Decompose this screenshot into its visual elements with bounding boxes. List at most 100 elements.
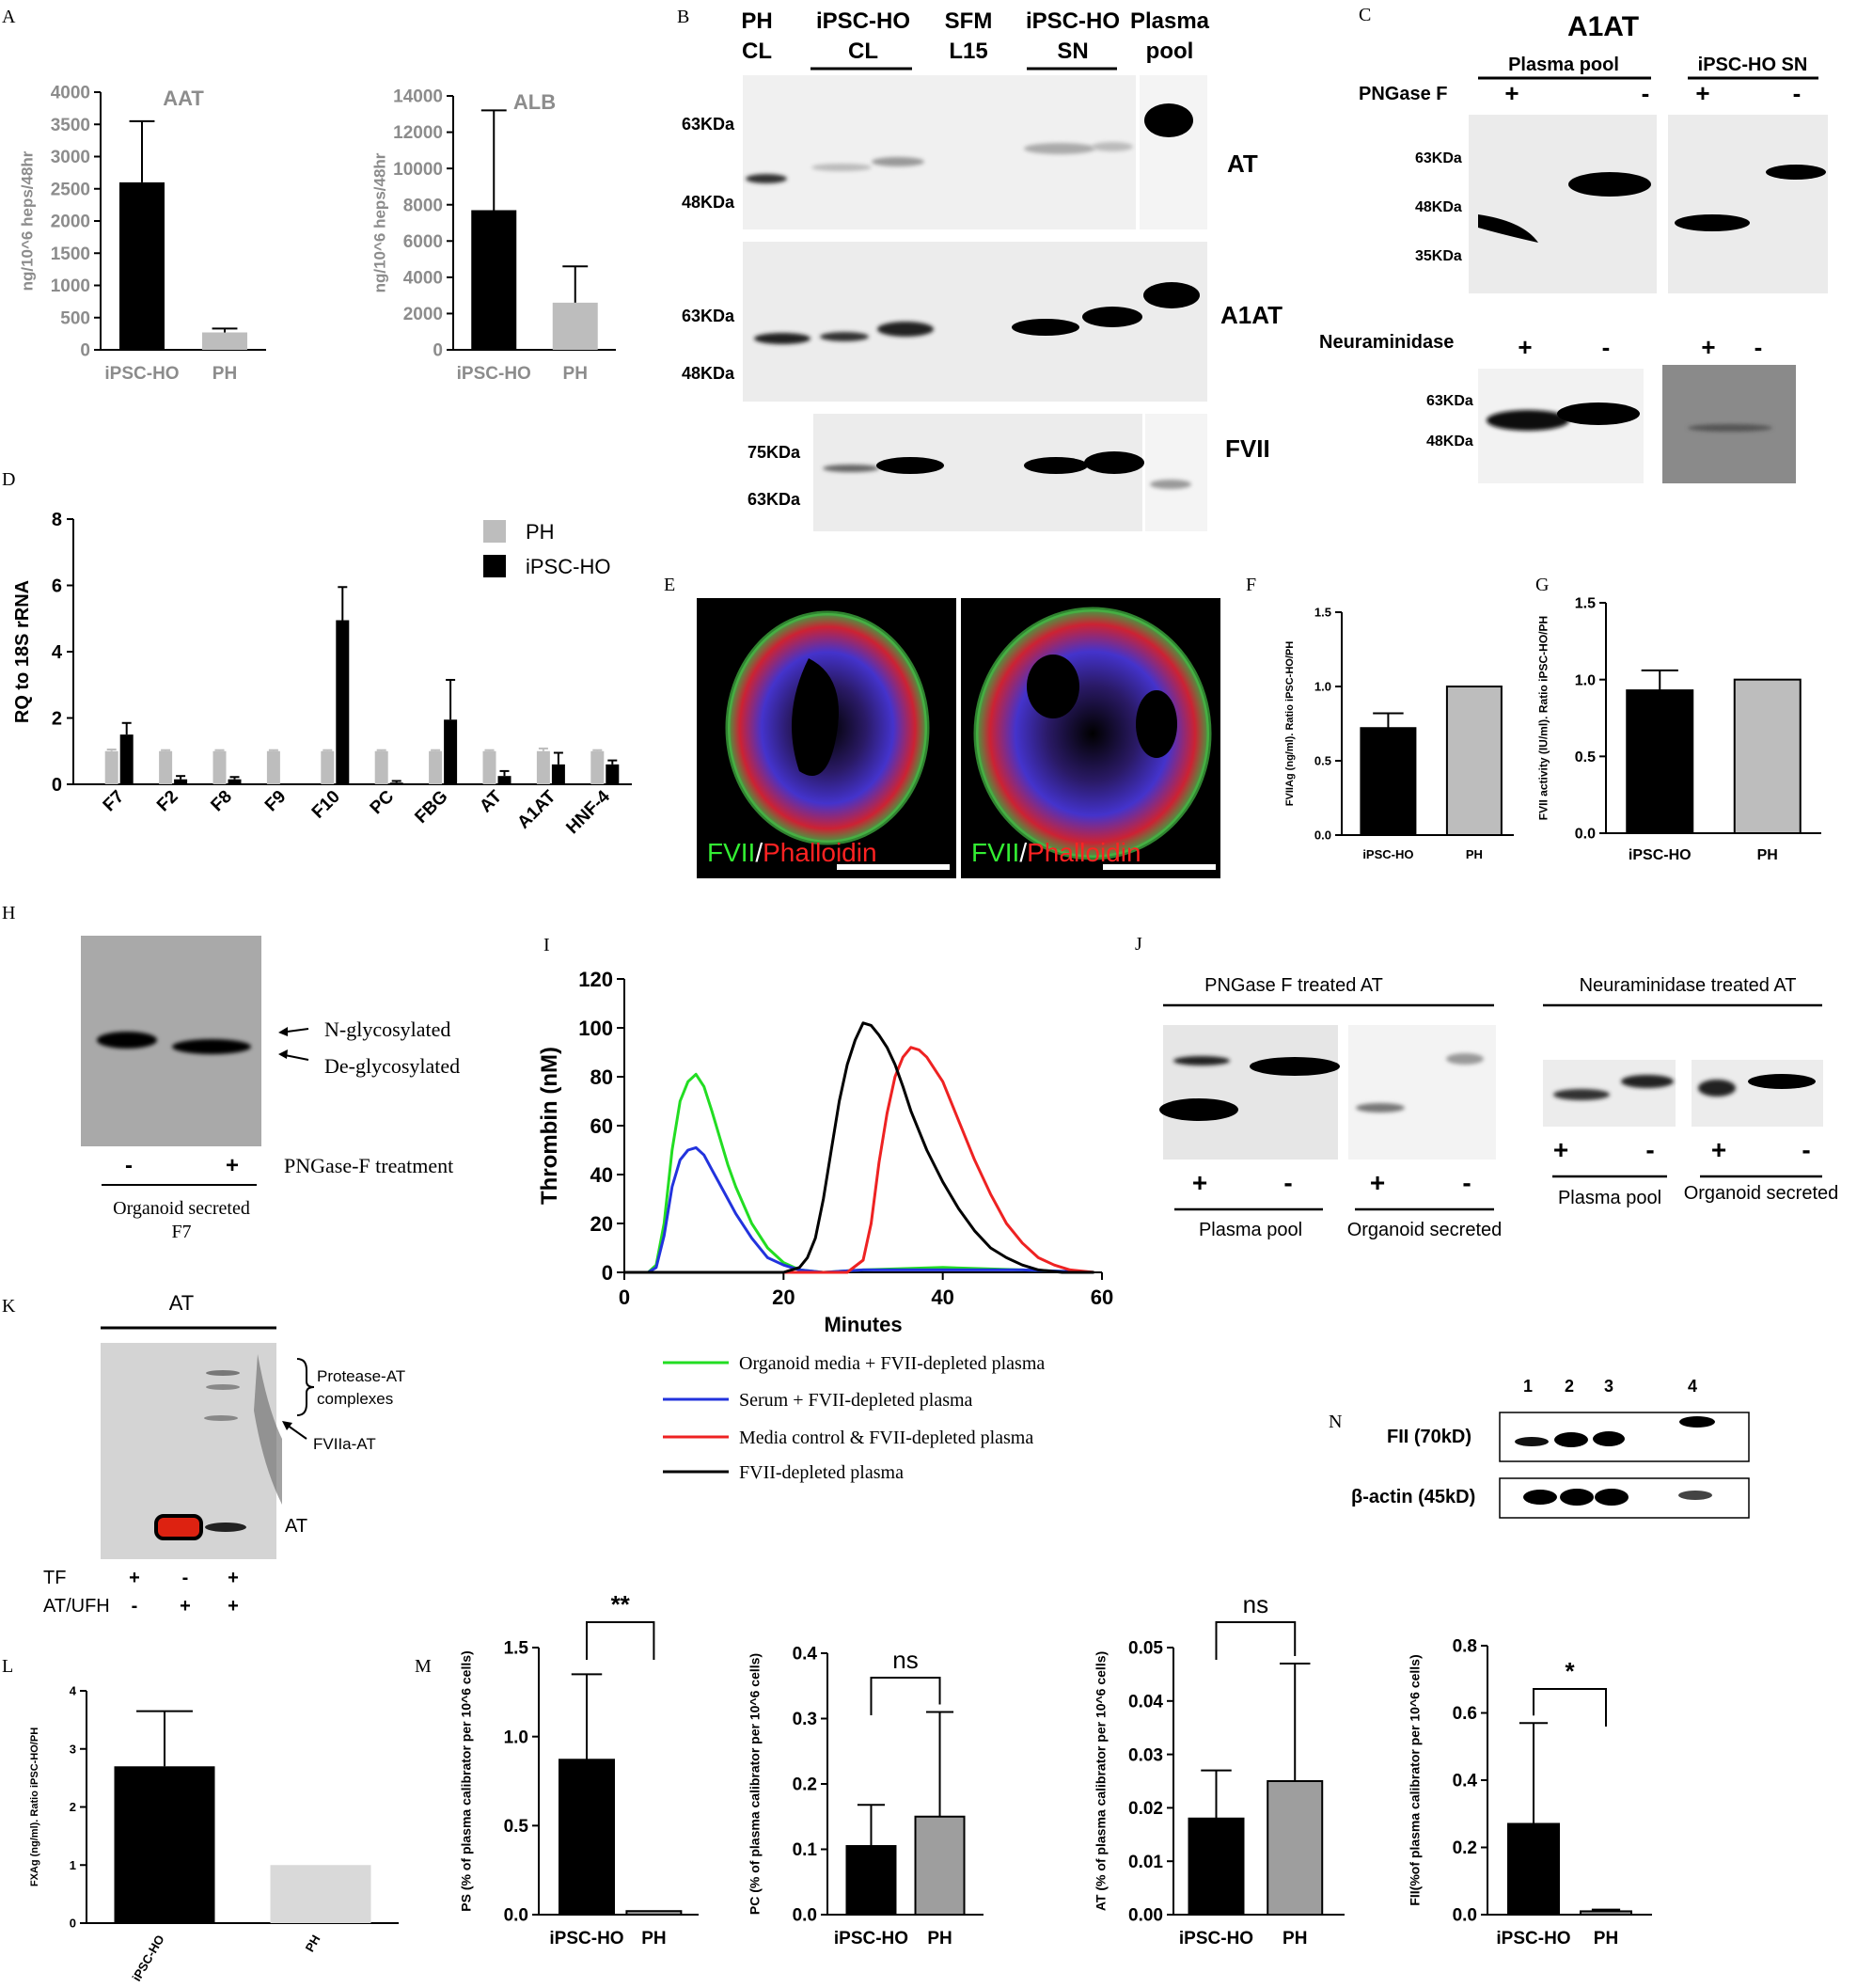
y-tick-label: 1	[70, 1858, 76, 1872]
y-tick-label: 0.1	[793, 1840, 818, 1860]
y-tick-label: 1500	[51, 245, 90, 264]
panel-label-g: G	[1535, 575, 1549, 595]
significance-label: ns	[892, 1646, 918, 1674]
k-arrow-head	[282, 1421, 292, 1430]
c-plus: +	[1701, 333, 1715, 361]
y-tick-label: 120	[578, 968, 613, 991]
chart-title: AAT	[163, 87, 204, 110]
k-sign: -	[182, 1568, 189, 1588]
panel-label-b: B	[677, 7, 689, 27]
x-tick-label: PH	[212, 364, 237, 384]
j-band	[1446, 1053, 1484, 1065]
x-tick-label: iPSC-HO	[834, 1929, 908, 1949]
k-title: AT	[169, 1291, 194, 1315]
b-at-blot-plasma	[1140, 75, 1207, 229]
y-tick-label: 0.0	[1453, 1906, 1477, 1926]
x-tick-label: iPSC-HO	[1629, 847, 1692, 863]
bar	[202, 332, 247, 350]
n-row-fii: FII (70kD)	[1387, 1427, 1471, 1447]
y-tick-label: 1.0	[1314, 680, 1331, 694]
k-sign: +	[180, 1596, 191, 1617]
y-tick-label: 0.01	[1128, 1853, 1163, 1872]
y-tick-label: 0	[80, 341, 90, 361]
bar	[552, 302, 598, 350]
h-minus: -	[125, 1153, 133, 1178]
b-a1at-band	[820, 332, 869, 341]
h-arrow-head	[278, 1027, 288, 1036]
b-lane-4-bot: SN	[1057, 39, 1088, 64]
b-lane-2-top: iPSC-HO	[816, 8, 910, 34]
y-tick-label: 0.2	[1453, 1838, 1477, 1858]
c-band	[1675, 214, 1750, 231]
chart-pc: 0.0 0.1 0.2 0.3 0.4 iPSC-HO PH PC (% of plasma …	[747, 1645, 984, 1949]
h-caption-1: Organoid secreted	[113, 1198, 250, 1219]
x-tick-label: F7	[100, 787, 129, 816]
h-band	[97, 1032, 157, 1049]
y-axis-label: FVII activity (IU/ml). Ratio iPSC-HO/PH	[1537, 616, 1550, 820]
n-band	[1678, 1491, 1712, 1500]
b-lane-5-bot: pool	[1146, 39, 1194, 64]
bar	[845, 1845, 897, 1917]
significance-label: ns	[1243, 1590, 1268, 1618]
j-title-2: Neuraminidase treated AT	[1580, 975, 1797, 996]
legend-swatch	[483, 520, 506, 543]
y-tick-label: 0.05	[1128, 1639, 1163, 1659]
y-axis-label: PS (% of plasma calibrator per 10^6 cell…	[458, 1650, 473, 1911]
h-treatment: PNGase-F treatment	[284, 1154, 453, 1177]
panel-label-a: A	[2, 7, 16, 27]
bar	[1626, 689, 1694, 834]
chart-fvii-activity: 0.0 0.5 1.0 1.5 iPSC-HO PH FVII activity (IU/m…	[1537, 596, 1821, 863]
j-band	[1698, 1080, 1736, 1097]
x-tick-label: HNF-4	[562, 786, 614, 838]
b-fvii-blot	[813, 414, 1142, 531]
bar	[471, 210, 517, 350]
significance-label: *	[1565, 1657, 1575, 1685]
bar	[1445, 686, 1503, 836]
bar	[389, 782, 403, 784]
y-tick-label: 1000	[51, 276, 90, 296]
c-marker: 63KDa	[1415, 150, 1462, 166]
x-tick-label: F10	[308, 787, 344, 823]
bar	[551, 764, 565, 784]
c-neuraminidase-label: Neuraminidase	[1319, 332, 1454, 353]
panel-n-blot: 1 2 3 4 FII (70kD) β-actin (45kD)	[1351, 1377, 1750, 1519]
bar	[914, 1815, 966, 1916]
y-tick-label: 0.00	[1128, 1906, 1163, 1926]
y-tick-label: 500	[60, 308, 90, 328]
h-plus: +	[226, 1153, 239, 1178]
bar	[119, 734, 134, 784]
n-band	[1523, 1490, 1557, 1505]
y-axis-label: FII(%of plasma calibrator per 10^6 cells…	[1407, 1654, 1422, 1905]
c-marker: 63KDa	[1426, 393, 1473, 409]
y-tick-label: 0.0	[1575, 827, 1596, 843]
j-signs: + - + - + - + -	[1192, 1135, 1811, 1197]
j-minus: -	[1645, 1135, 1654, 1164]
bar	[1733, 678, 1802, 835]
j-plasma: Plasma pool	[1558, 1188, 1661, 1208]
e-organoid-rim	[973, 607, 1212, 860]
k-smear	[254, 1354, 282, 1505]
x-tick-label: PH	[303, 1933, 323, 1954]
x-tick-label: 20	[772, 1286, 795, 1309]
y-tick-label: 40	[590, 1163, 613, 1187]
legend-label: PH	[526, 520, 555, 544]
legend-label: iPSC-HO	[526, 555, 610, 578]
significance-bracket	[870, 1677, 941, 1715]
chart-title: ALB	[513, 90, 556, 114]
series-line	[624, 1145, 1094, 1274]
c-band	[1568, 172, 1651, 197]
k-sign: +	[129, 1568, 140, 1588]
i-legend-label: FVII-depleted plasma	[739, 1462, 904, 1483]
y-axis-label: ng/10^6 heps/48hr	[18, 150, 36, 291]
y-tick-label: 2000	[403, 305, 443, 324]
b-at-band	[746, 174, 787, 183]
b-row-label-a1at: A1AT	[1220, 301, 1283, 329]
e-label-slash: /	[1019, 838, 1027, 867]
y-tick-label: 4	[70, 1684, 77, 1698]
n-band	[1554, 1432, 1588, 1447]
bar	[559, 1759, 615, 1917]
panel-label-c: C	[1359, 5, 1371, 25]
bar	[497, 776, 511, 784]
series-line	[624, 1046, 1094, 1274]
